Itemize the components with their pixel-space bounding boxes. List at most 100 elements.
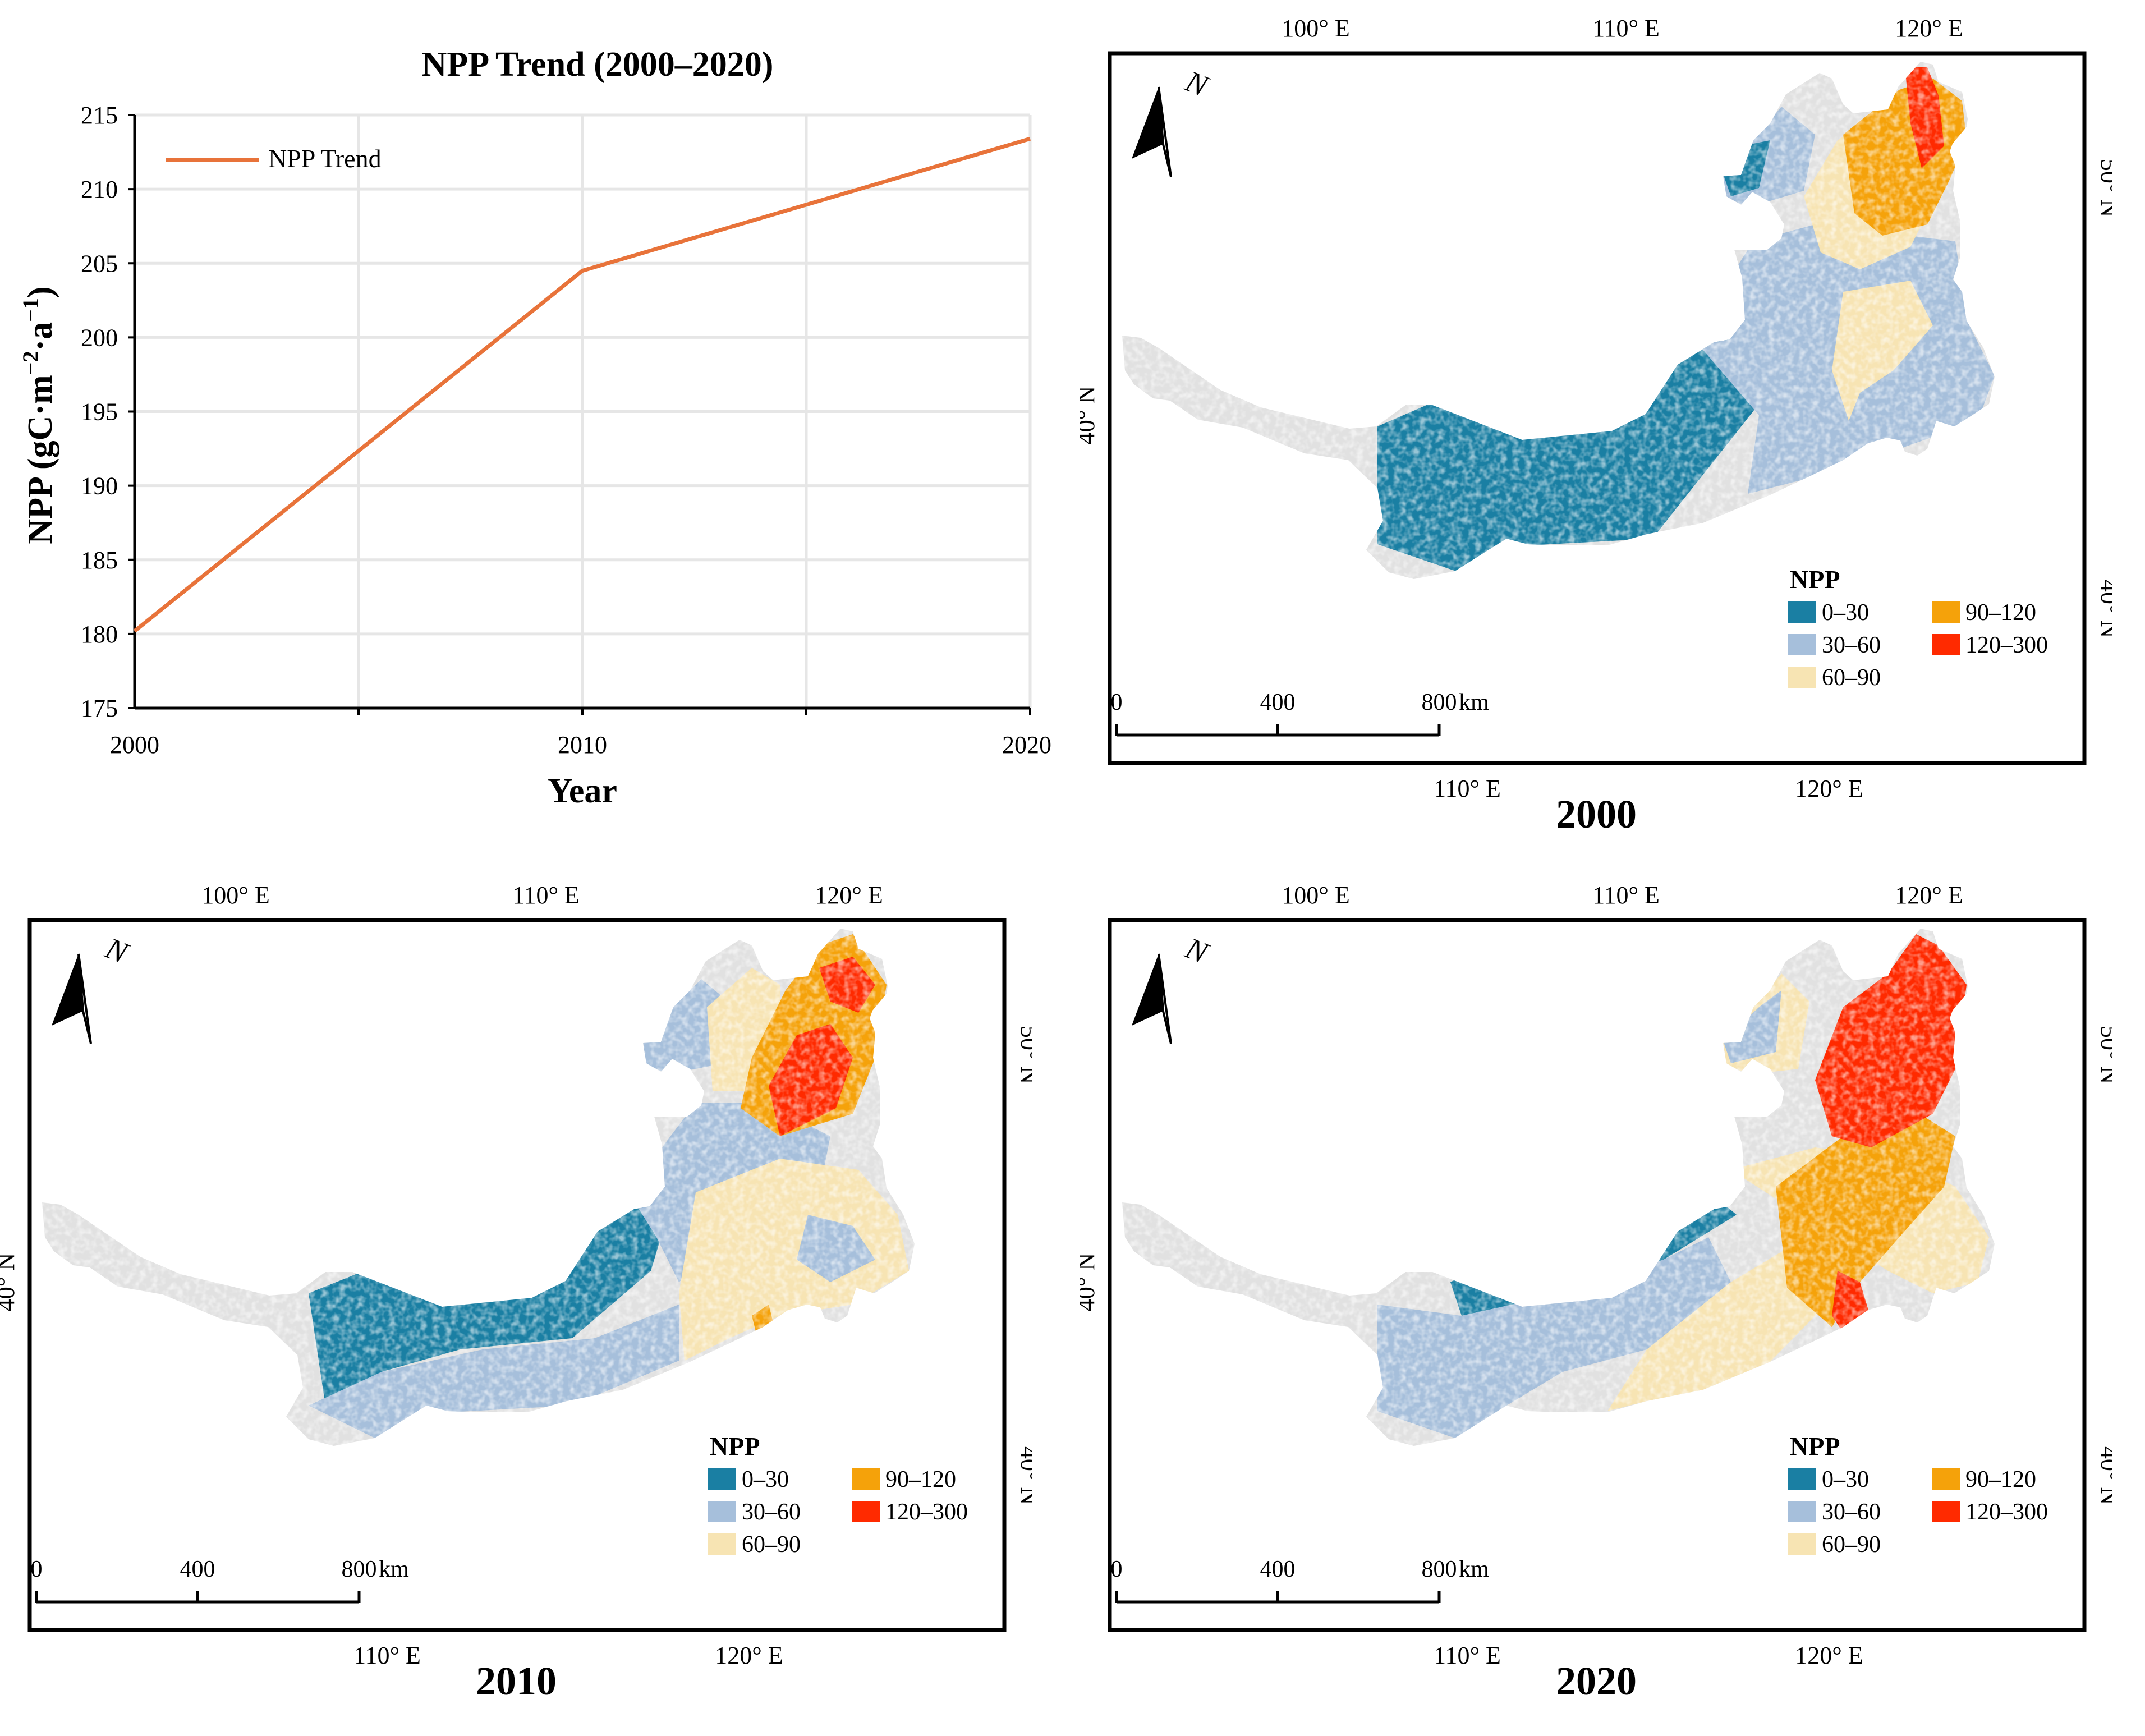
lat-label-right: 40° N xyxy=(1016,1446,1032,1505)
x-axis-label: Year xyxy=(548,772,617,810)
lat-label-left: 40° N xyxy=(1080,386,1100,444)
scale-label: 400 xyxy=(1260,1556,1296,1582)
scale-bar: 0 400 800 km xyxy=(1111,1556,1489,1604)
lon-label-bottom: 110° E xyxy=(353,1642,421,1669)
legend-title: NPP xyxy=(1790,1432,1840,1461)
map-legend: NPP 0–30 30–60 60–90 90–120 120–300 xyxy=(1788,1432,2048,1558)
npp-trend-line xyxy=(133,136,1031,633)
map-legend: NPP 0–30 30–60 60–90 90–120 120–300 xyxy=(1788,565,2048,691)
legend-item-label: 30–60 xyxy=(742,1499,801,1525)
lon-label-bottom: 110° E xyxy=(1434,1642,1501,1669)
lat-label-left: 40° N xyxy=(0,1253,20,1311)
scale-label: 0 xyxy=(1111,690,1123,715)
y-tick-label: 205 xyxy=(81,250,118,277)
x-tick-label: 2000 xyxy=(110,731,159,759)
scale-label: 400 xyxy=(180,1556,215,1582)
y-tick-label: 175 xyxy=(81,695,118,722)
x-ticks: 2000 2010 2020 xyxy=(110,708,1051,759)
legend-swatch xyxy=(1788,1533,1816,1555)
legend-item-label: 120–300 xyxy=(1965,1499,2048,1525)
y-tick-label: 195 xyxy=(81,398,118,426)
scale-unit: km xyxy=(1459,1556,1489,1582)
legend-label-npp-trend: NPP Trend xyxy=(268,144,382,173)
y-tick-label: 180 xyxy=(81,621,118,648)
lon-label-top: 100° E xyxy=(1282,15,1349,42)
lon-label-top: 120° E xyxy=(1895,881,1963,909)
legend-swatch xyxy=(1788,667,1816,688)
legend-swatch xyxy=(852,1501,880,1522)
lon-label-bottom: 120° E xyxy=(1795,1642,1863,1669)
lon-label-top: 100° E xyxy=(1282,881,1349,909)
legend-swatch xyxy=(1788,1468,1816,1490)
legend-swatch xyxy=(852,1468,880,1490)
y-tick-label: 210 xyxy=(81,176,118,203)
legend-swatch xyxy=(1932,1468,1960,1490)
legend-swatch xyxy=(708,1533,736,1555)
y-ticks: 175 180 185 190 195 200 205 210 215 xyxy=(81,102,135,722)
y-tick-label: 190 xyxy=(81,472,118,500)
legend-item-label: 90–120 xyxy=(1965,600,2036,626)
legend-item-label: 90–120 xyxy=(885,1467,956,1492)
legend-swatch xyxy=(1788,601,1816,623)
map-legend: NPP 0–30 30–60 60–90 90–120 120–300 xyxy=(708,1432,968,1558)
lon-label-top: 110° E xyxy=(1592,15,1660,42)
scale-label: 800 xyxy=(1422,1556,1457,1582)
lon-label-top: 100° E xyxy=(201,881,269,909)
legend-item-label: 120–300 xyxy=(885,1499,968,1525)
legend-item-label: 30–60 xyxy=(1822,1499,1881,1525)
legend-swatch xyxy=(1932,1501,1960,1522)
map-year-caption: 2010 xyxy=(476,1659,557,1703)
legend-item-label: 60–90 xyxy=(1822,1532,1881,1558)
y-axis-label: NPP (gC·m−2·a−1) xyxy=(18,286,59,544)
scale-label: 0 xyxy=(1111,1556,1123,1582)
chart-grid xyxy=(135,113,1032,710)
lat-label-right: 50° N xyxy=(1016,1026,1032,1084)
legend-title: NPP xyxy=(710,1432,760,1461)
y-label-sup2: −1 xyxy=(18,298,43,322)
legend-item-label: 120–300 xyxy=(1965,632,2048,658)
y-label-base: NPP (gC·m xyxy=(21,375,59,544)
legend-item-label: 30–60 xyxy=(1822,632,1881,658)
scale-unit: km xyxy=(1459,690,1489,715)
legend-item-label: 90–120 xyxy=(1965,1467,2036,1492)
lon-label-top: 120° E xyxy=(1895,15,1963,42)
scale-unit: km xyxy=(379,1556,409,1582)
lon-label-top: 120° E xyxy=(815,881,883,909)
npp-trend-chart: NPP Trend (2000–2020) 175 180 185 190 195 200… xyxy=(18,45,1051,810)
legend-swatch xyxy=(708,1468,736,1490)
legend-swatch xyxy=(1788,1501,1816,1522)
y-label-mid: ·a xyxy=(21,322,59,351)
scale-bar: 0 400 800 km xyxy=(31,1556,409,1604)
lat-label-right: 40° N xyxy=(2096,1446,2112,1505)
map-year-caption: 2000 xyxy=(1556,792,1637,837)
lon-label-top: 110° E xyxy=(512,881,580,909)
y-tick-label: 185 xyxy=(81,546,118,574)
legend-item-label: 0–30 xyxy=(1822,600,1869,626)
lon-label-bottom: 110° E xyxy=(1434,775,1501,802)
legend-item-label: 60–90 xyxy=(742,1532,801,1558)
x-tick-label: 2010 xyxy=(558,731,607,759)
chart-title: NPP Trend (2000–2020) xyxy=(422,45,774,84)
lon-label-top: 110° E xyxy=(1592,881,1660,909)
y-label-end: ) xyxy=(21,286,59,298)
scale-label: 400 xyxy=(1260,690,1296,715)
map-year-caption: 2020 xyxy=(1556,1659,1637,1703)
legend-item-label: 0–30 xyxy=(1822,1467,1869,1492)
lon-label-bottom: 120° E xyxy=(715,1642,783,1669)
legend-swatch xyxy=(1932,601,1960,623)
legend-item-label: 60–90 xyxy=(1822,665,1881,691)
y-tick-label: 200 xyxy=(81,324,118,351)
scale-label: 800 xyxy=(1422,690,1457,715)
x-tick-label: 2020 xyxy=(1002,731,1051,759)
y-tick-label: 215 xyxy=(81,102,118,129)
scale-label: 0 xyxy=(31,1556,43,1582)
lat-label-right: 50° N xyxy=(2096,1026,2112,1084)
legend-swatch xyxy=(1788,634,1816,655)
npp-map-2000: 100° E 110° E 120° E 110° E 120° E 40° N… xyxy=(1080,15,2112,837)
lon-label-bottom: 120° E xyxy=(1795,775,1863,802)
y-label-sup1: −2 xyxy=(18,351,43,375)
npp-map-2020: 100° E 110° E 120° E 110° E 120° E 40° N… xyxy=(1080,881,2112,1703)
lat-label-right: 50° N xyxy=(2096,159,2112,217)
lat-label-left: 40° N xyxy=(1080,1253,1100,1311)
legend-item-label: 0–30 xyxy=(742,1467,789,1492)
